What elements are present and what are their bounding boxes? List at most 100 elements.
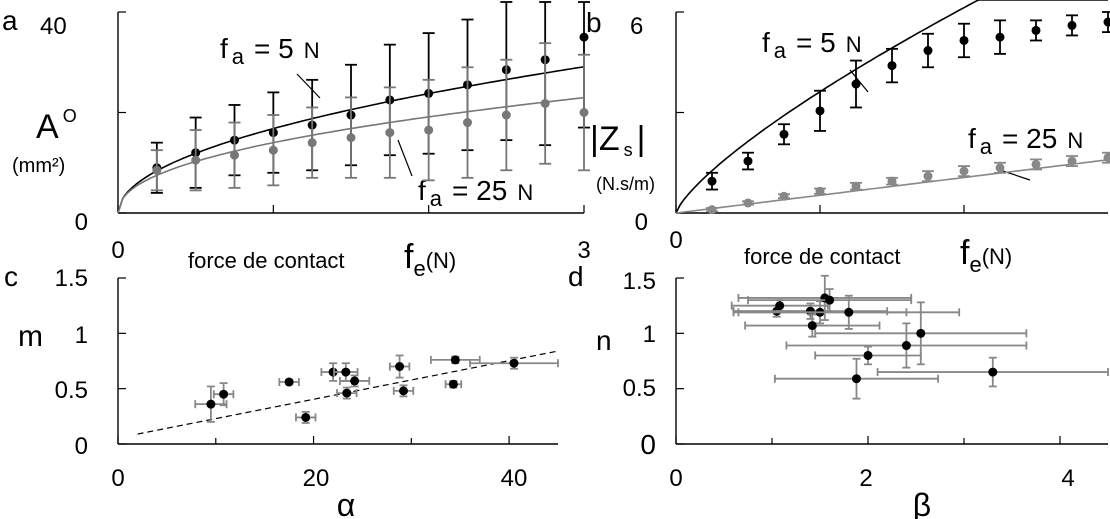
panel-d-xlabel: β <box>913 487 931 519</box>
panel-c-ytick-1p5: 1.5 <box>55 265 88 292</box>
panel-b-ylabel-unit: (N.s/m) <box>596 174 655 194</box>
panel-a-ytick-zero: 0 <box>75 209 88 236</box>
panel-b-point-1-8 <box>995 163 1005 173</box>
panel-c-point-1 <box>219 389 229 399</box>
panel-b: b 6 0 0 |Z s | (N.s/m) force de contact fe… <box>586 7 1083 277</box>
panel-b-point-0-6 <box>923 46 933 56</box>
panel-b-point-1-10 <box>1067 156 1077 166</box>
panel-a-point-1-9 <box>501 110 511 120</box>
panel-d-xtick-0: 0 <box>669 465 682 492</box>
panel-b-point-0-7 <box>959 35 969 45</box>
panel-b-point-1-9 <box>1031 159 1041 169</box>
panel-b-point-0-4 <box>851 79 861 89</box>
panel-b-point-1-3 <box>815 186 825 196</box>
panel-d-point-3 <box>807 321 817 331</box>
panel-d-point-11 <box>916 328 926 338</box>
panel-label-d: d <box>568 261 584 292</box>
panel-b-point-0-11 <box>1103 17 1110 27</box>
panel-b-point-1-6 <box>923 171 933 181</box>
panel-d-point-10 <box>901 341 911 351</box>
panel-b-fit-curve-1 <box>675 158 1109 214</box>
panel-c-ylabel: m <box>18 320 43 353</box>
panel-d-point-2 <box>805 306 815 316</box>
panel-b-point-1-5 <box>887 176 897 186</box>
panel-label-c: c <box>4 261 18 292</box>
panel-a-point-0-11 <box>579 32 589 42</box>
panel-d-point-1 <box>775 301 785 311</box>
panel-d: d 1.5 1 0.5 0 n 0 2 4 β <box>568 261 1075 519</box>
panel-a-xlabel-symbol: fe(N) <box>404 238 456 281</box>
panel-b-point-0-1 <box>743 156 753 166</box>
panel-a-ytick-top: 40 <box>40 13 67 40</box>
panel-b-point-0-5 <box>887 61 897 71</box>
panel-d-ytick-0p5: 0.5 <box>623 375 656 402</box>
panel-b-xlabel: force de contact <box>744 244 901 269</box>
panel-b-point-1-1 <box>743 198 753 208</box>
panel-d-point-9 <box>863 350 873 360</box>
panel-d-ytick-0: 0 <box>640 429 656 460</box>
panel-a-pointer-25N <box>397 139 413 177</box>
panel-a-point-1-10 <box>540 98 550 108</box>
panel-a-pointer-5N <box>296 73 321 99</box>
panel-b-point-1-2 <box>779 191 789 201</box>
panel-d-xtick-4: 4 <box>1061 465 1074 492</box>
panel-c-ytick-0p5: 0.5 <box>55 377 88 404</box>
panel-c-ytick-0: 0 <box>75 433 88 460</box>
panel-b-point-1-4 <box>851 181 861 191</box>
panel-c-point-12 <box>509 358 519 368</box>
panel-c-point-7 <box>350 376 360 386</box>
panel-c-point-4 <box>328 367 338 377</box>
panel-d-point-12 <box>988 367 998 377</box>
panel-c-xtick-0: 0 <box>111 465 124 492</box>
panel-b-xlabel-symbol: fe(N) <box>960 234 1012 277</box>
panel-b-point-0-10 <box>1067 20 1077 30</box>
panel-a-point-1-0 <box>152 165 162 175</box>
panel-d-point-8 <box>851 374 861 384</box>
panel-c-point-11 <box>450 355 460 365</box>
panel-b-point-1-11 <box>1103 153 1110 163</box>
panel-c-point-0 <box>206 399 216 409</box>
panel-d-ylabel: n <box>596 325 612 356</box>
panel-b-point-0-2 <box>779 129 789 139</box>
panel-a-point-1-7 <box>424 125 434 135</box>
panel-d-ytick-1: 1 <box>643 321 656 348</box>
panel-c-xlabel: α <box>337 487 356 519</box>
panel-a-xtick-zero: 0 <box>111 237 124 264</box>
panel-a-point-1-2 <box>230 150 239 160</box>
panel-d-point-6 <box>825 295 835 305</box>
panel-b-point-0-0 <box>707 176 717 186</box>
panel-c-point-5 <box>341 367 351 377</box>
panel-a-point-1-3 <box>268 145 278 155</box>
panel-a-xtick-max: 3 <box>577 237 590 264</box>
panel-label-b: b <box>586 7 602 38</box>
panel-a-point-1-6 <box>385 128 395 138</box>
panel-c-point-8 <box>395 362 405 372</box>
panel-a-ylabel-unit: (mm²) <box>12 155 65 177</box>
chart-marks <box>117 0 1110 445</box>
panel-c-point-3 <box>301 412 311 422</box>
panel-b-annotation-25N: f a = 25 N <box>968 123 1083 159</box>
panel-d-ytick-1p5: 1.5 <box>623 268 656 295</box>
panel-a-point-1-5 <box>346 133 356 143</box>
panel-b-point-0-3 <box>815 106 825 116</box>
panel-b-xtick-zero: 0 <box>669 227 682 254</box>
panel-d-point-7 <box>844 307 854 317</box>
panel-c-point-10 <box>448 379 458 389</box>
panel-a-point-1-4 <box>307 138 317 148</box>
panel-c-xtick-20: 20 <box>303 465 330 492</box>
panel-d-xtick-2: 2 <box>859 465 872 492</box>
panel-b-point-0-8 <box>995 32 1005 42</box>
panel-a-point-1-1 <box>191 155 201 165</box>
panel-c-point-9 <box>399 386 409 396</box>
panel-a-annotation-25N: f a = 25 N <box>418 175 533 211</box>
panel-c-ytick-1: 1 <box>75 322 88 349</box>
panel-c: c 1.5 1 0.5 0 m 0 20 40 α <box>4 261 527 519</box>
panel-c-point-2 <box>284 377 294 387</box>
panel-b-point-0-9 <box>1031 25 1041 35</box>
panel-c-xtick-40: 40 <box>501 465 528 492</box>
panel-b-ytick-top: 6 <box>630 13 643 40</box>
